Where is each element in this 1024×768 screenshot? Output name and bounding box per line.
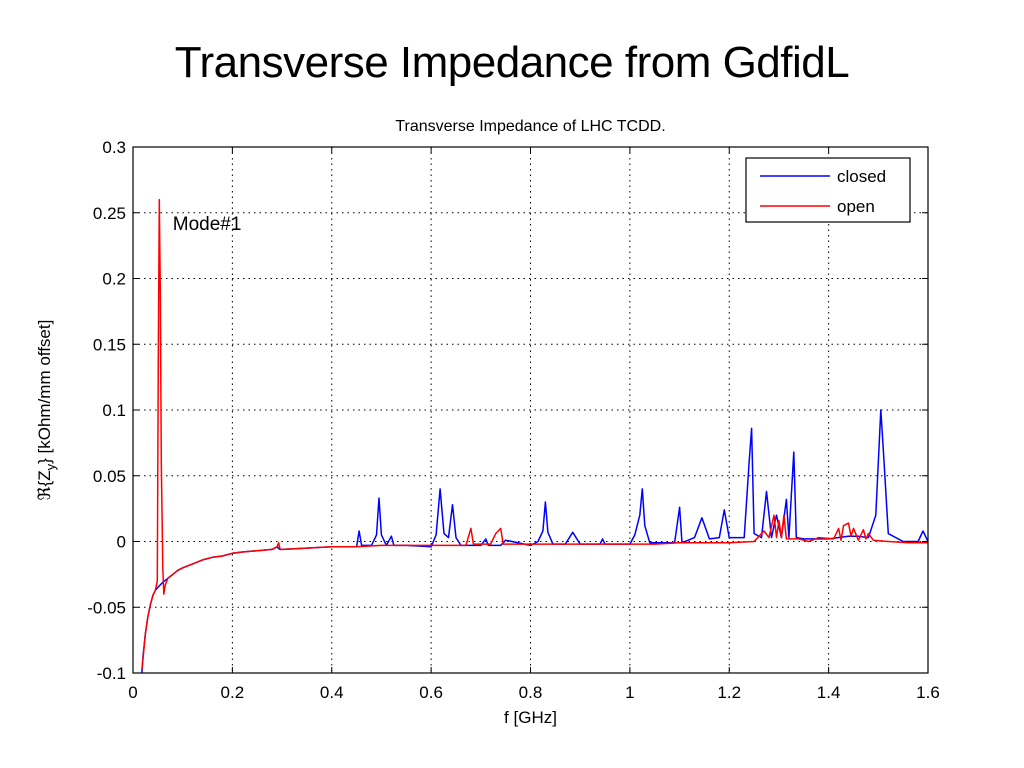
y-axis-title: ℜ{Zy} [kOhm/mm offset] [35, 320, 58, 501]
y-tick-labels: -0.1 -0.05 0 0.05 0.1 0.15 0.2 0.25 0.3 [87, 138, 126, 683]
y-axis-title-prefix: ℜ{Z [35, 470, 54, 500]
grid-lines [133, 147, 928, 673]
x-axis-title: f [GHz] [504, 708, 557, 727]
series-layer [141, 198, 929, 674]
y-tick-label: 0.3 [102, 138, 126, 157]
slide-title: Transverse Impedance from GdfidL [174, 38, 850, 87]
y-tick-label: 0.05 [93, 467, 126, 486]
x-tick-label: 1.4 [817, 683, 841, 702]
x-tick-labels: 0 0.2 0.4 0.6 0.8 1 1.2 1.4 1.6 [128, 683, 940, 702]
x-tick-label: 1.2 [717, 683, 741, 702]
y-tick-label: 0.2 [102, 270, 126, 289]
y-tick-label: 0.1 [102, 401, 126, 420]
tick-marks [132, 146, 929, 674]
x-tick-label: 0.4 [320, 683, 344, 702]
x-tick-label: 0 [128, 683, 137, 702]
y-tick-label: 0.15 [93, 335, 126, 354]
legend-box [745, 157, 911, 223]
x-tick-label: 0.6 [419, 683, 443, 702]
x-tick-label: 0.2 [221, 683, 245, 702]
series-line-open [141, 198, 928, 670]
chart-title: Transverse Impedance of LHC TCDD. [395, 118, 665, 135]
y-axis-title-suffix: } [kOhm/mm offset] [35, 320, 54, 464]
legend: closed open [745, 157, 911, 223]
y-tick-label: -0.1 [97, 664, 126, 683]
legend-label-open: open [837, 197, 875, 216]
y-tick-label: 0 [117, 533, 126, 552]
annotation-mode1: Mode#1 [173, 214, 242, 235]
y-tick-label: -0.05 [87, 598, 126, 617]
y-tick-label: 0.25 [93, 204, 126, 223]
x-tick-label: 1 [625, 683, 634, 702]
x-tick-label: 0.8 [519, 683, 543, 702]
legend-label-closed: closed [837, 167, 886, 186]
y-axis-title-sub: y [43, 463, 58, 470]
x-tick-label: 1.6 [916, 683, 940, 702]
